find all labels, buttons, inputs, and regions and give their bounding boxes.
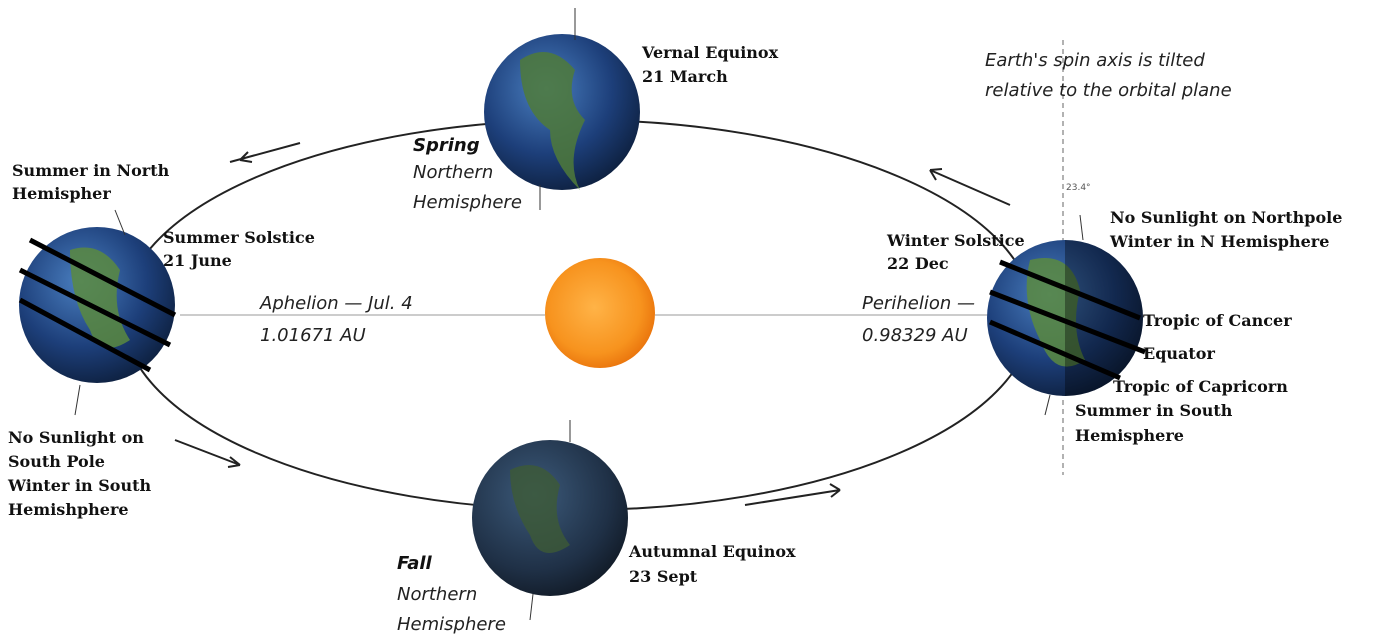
label: Spring [413, 135, 480, 156]
label: 22 Dec [887, 254, 949, 273]
label: No Sunlight on [8, 428, 144, 447]
sun [545, 258, 655, 368]
label: Winter in N Hemisphere [1109, 232, 1329, 251]
label: Earth's spin axis is tilted [985, 50, 1205, 71]
label: Summer in South [1075, 401, 1233, 420]
label: Hemispher [12, 184, 111, 203]
label: 23 Sept [629, 567, 698, 586]
label: Equator [1143, 344, 1215, 363]
label: Fall [397, 553, 433, 574]
label: Summer in North [12, 161, 170, 180]
label: South Pole [8, 452, 105, 471]
earth-top [484, 8, 640, 210]
label: relative to the orbital plane [985, 80, 1232, 101]
label: Hemisphere [1075, 426, 1184, 445]
label: Perihelion — [862, 293, 975, 314]
label: 21 June [163, 251, 232, 270]
label: Tropic of Capricorn [1113, 377, 1288, 396]
label: Northern [413, 162, 493, 183]
label: 23.4° [1066, 183, 1091, 193]
label: Winter in South [7, 476, 152, 495]
label: Hemisphere [397, 614, 506, 635]
label: 21 March [642, 67, 728, 86]
label: 1.01671 AU [260, 325, 366, 346]
label: Autumnal Equinox [628, 542, 796, 561]
label: Aphelion — Jul. 4 [259, 293, 413, 314]
label: Northern [397, 584, 477, 605]
label: Summer Solstice [163, 228, 315, 247]
label: Vernal Equinox [641, 43, 779, 62]
label: Winter Solstice [886, 231, 1025, 250]
label: Tropic of Cancer [1143, 311, 1292, 330]
earth-bottom [472, 420, 628, 620]
diagram: Vernal Equinox 21 March Spring Northern … [0, 0, 1376, 643]
label: Hemishphere [8, 500, 129, 519]
label: No Sunlight on Northpole [1110, 208, 1342, 227]
label: 0.98329 AU [862, 325, 968, 346]
label: Hemisphere [413, 192, 522, 213]
